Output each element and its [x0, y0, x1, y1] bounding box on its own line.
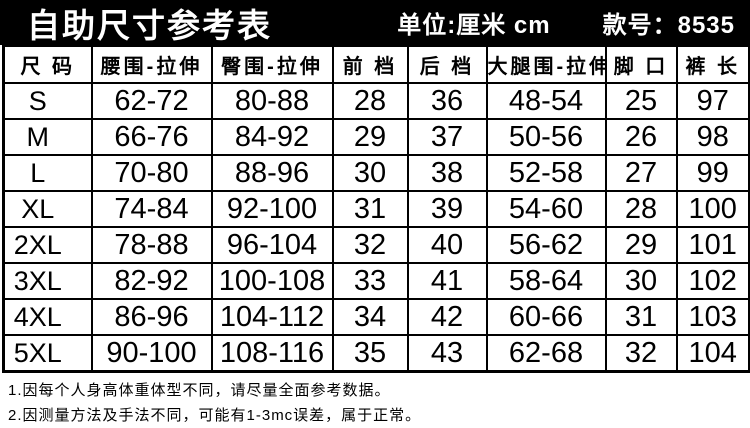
table-row: XL 74-84 92-100 31 39 54-60 28 100 — [2, 190, 750, 228]
table-row: M 66-76 84-92 29 37 50-56 26 98 — [2, 118, 750, 156]
value-cell: 102 — [675, 262, 750, 300]
value-cell: 98 — [675, 118, 750, 156]
value-cell: 39 — [406, 190, 488, 228]
value-cell: 78-88 — [90, 226, 213, 264]
value-cell: 48-54 — [485, 82, 607, 120]
value-cell: 74-84 — [90, 190, 213, 228]
value-cell: 30 — [331, 154, 409, 192]
table-row: 4XL 86-96 104-112 34 42 60-66 31 103 — [2, 298, 750, 336]
table-row: S 62-72 80-88 28 36 48-54 25 97 — [2, 82, 750, 120]
column-header: 裤 长 — [675, 45, 750, 84]
value-cell: 40 — [406, 226, 488, 264]
value-cell: 99 — [675, 154, 750, 192]
value-cell: 104-112 — [210, 298, 334, 336]
table-row: L 70-80 88-96 30 38 52-58 27 99 — [2, 154, 750, 192]
value-cell: 42 — [406, 298, 488, 336]
unit-label: 单位:厘米 cm — [397, 12, 551, 39]
size-cell: XL — [2, 190, 93, 228]
value-cell: 58-64 — [485, 262, 607, 300]
column-header: 尺 码 — [2, 45, 93, 84]
style-number-label: 款号：8535 — [602, 12, 735, 39]
note-line-1: 1.因每个人身高体重体型不同，请尽量全面参考数据。 — [8, 382, 391, 399]
value-cell: 50-56 — [485, 118, 607, 156]
value-cell: 41 — [406, 262, 488, 300]
value-cell: 101 — [675, 226, 750, 264]
size-cell: 3XL — [2, 262, 93, 300]
size-cell: L — [2, 154, 93, 192]
table-header-row: 尺 码腰围-拉伸 臀围-拉伸前 档后 档大腿围-拉伸脚 口裤 长 — [2, 45, 750, 84]
value-cell: 62-68 — [485, 334, 607, 373]
value-cell: 97 — [675, 82, 750, 120]
value-cell: 66-76 — [90, 118, 213, 156]
size-cell: 4XL — [2, 298, 93, 336]
value-cell: 29 — [604, 226, 678, 264]
value-cell: 35 — [331, 334, 409, 373]
value-cell: 52-58 — [485, 154, 607, 192]
table-row: 2XL 78-88 96-104 32 40 56-62 29 101 — [2, 226, 750, 264]
size-cell: M — [2, 118, 93, 156]
note-line-2: 2.因测量方法及手法不同，可能有1-3mc误差，属于正常。 — [8, 407, 422, 424]
column-header: 大腿围-拉伸 — [485, 45, 607, 84]
value-cell: 104 — [675, 334, 750, 373]
size-cell: 2XL — [2, 226, 93, 264]
column-header: 后 档 — [406, 45, 488, 84]
value-cell: 28 — [604, 190, 678, 228]
column-header: 前 档 — [331, 45, 409, 84]
value-cell: 34 — [331, 298, 409, 336]
value-cell: 96-104 — [210, 226, 334, 264]
value-cell: 82-92 — [90, 262, 213, 300]
value-cell: 108-116 — [210, 334, 334, 373]
value-cell: 62-72 — [90, 82, 213, 120]
column-header: 臀围-拉伸 — [210, 45, 334, 84]
value-cell: 92-100 — [210, 190, 334, 228]
value-cell: 33 — [331, 262, 409, 300]
column-header: 脚 口 — [604, 45, 678, 84]
value-cell: 60-66 — [485, 298, 607, 336]
value-cell: 100 — [675, 190, 750, 228]
value-cell: 80-88 — [210, 82, 334, 120]
value-cell: 88-96 — [210, 154, 334, 192]
value-cell: 56-62 — [485, 226, 607, 264]
value-cell: 86-96 — [90, 298, 213, 336]
value-cell: 37 — [406, 118, 488, 156]
value-cell: 31 — [331, 190, 409, 228]
value-cell: 26 — [604, 118, 678, 156]
size-cell: 5XL — [2, 334, 93, 373]
value-cell: 36 — [406, 82, 488, 120]
value-cell: 84-92 — [210, 118, 334, 156]
value-cell: 29 — [331, 118, 409, 156]
column-header: 腰围-拉伸 — [90, 45, 213, 84]
value-cell: 70-80 — [90, 154, 213, 192]
size-cell: S — [2, 82, 93, 120]
page-title: 自助尺寸参考表 — [27, 6, 272, 44]
value-cell: 90-100 — [90, 334, 213, 373]
value-cell: 25 — [604, 82, 678, 120]
table-row: 3XL 82-92 100-108 33 41 58-64 30 102 — [2, 262, 750, 300]
value-cell: 54-60 — [485, 190, 607, 228]
table-row: 5XL 90-100 108-116 35 43 62-68 32 104 — [2, 334, 750, 373]
title-bar: 自助尺寸参考表 单位:厘米 cm 款号：8535 — [0, 0, 750, 45]
value-cell: 31 — [604, 298, 678, 336]
value-cell: 27 — [604, 154, 678, 192]
value-cell: 32 — [331, 226, 409, 264]
notes-section: 1.因每个人身高体重体型不同，请尽量全面参考数据。 2.因测量方法及手法不同，可… — [0, 373, 750, 427]
size-table: 尺 码腰围-拉伸 臀围-拉伸前 档后 档大腿围-拉伸脚 口裤 长 S 62-72 80… — [2, 45, 750, 373]
value-cell: 32 — [604, 334, 678, 373]
value-cell: 100-108 — [210, 262, 334, 300]
value-cell: 38 — [406, 154, 488, 192]
value-cell: 103 — [675, 298, 750, 336]
value-cell: 28 — [331, 82, 409, 120]
value-cell: 43 — [406, 334, 488, 373]
value-cell: 30 — [604, 262, 678, 300]
